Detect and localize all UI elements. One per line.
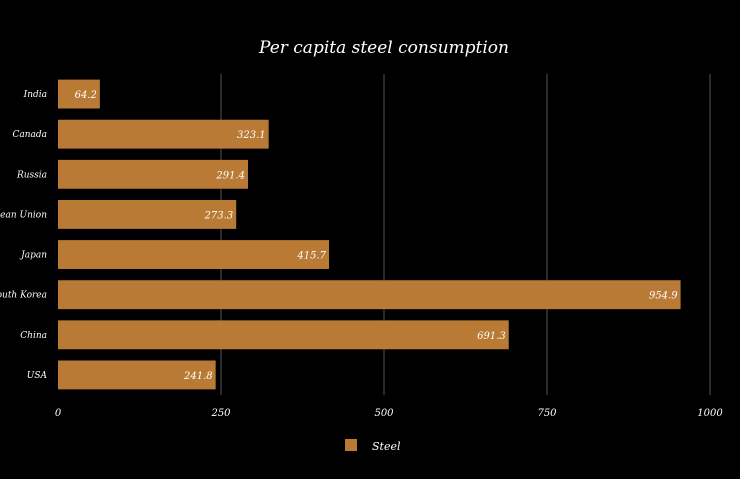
value-label-japan: 415.7 xyxy=(296,251,326,262)
category-label-russia: Russia xyxy=(16,170,47,180)
bar-japan xyxy=(58,240,330,270)
category-label-india: India xyxy=(23,90,47,100)
bar-european-union xyxy=(58,199,237,229)
x-tick-label-750: 750 xyxy=(537,408,557,419)
category-label-japan: Japan xyxy=(19,251,47,261)
value-label-south-korea: 954.9 xyxy=(649,291,678,302)
bar-canada xyxy=(58,119,269,149)
x-tick-labels: 0 250 500 750 1000 xyxy=(55,408,724,419)
value-label-india: 64.2 xyxy=(75,90,97,101)
x-tick-label-0: 0 xyxy=(55,408,62,419)
value-labels: 64.2 323.1 291.4 273.3 415.7 954.9 691.3 241.8 xyxy=(75,90,679,382)
x-tick-label-250: 250 xyxy=(210,408,231,419)
bars xyxy=(58,79,681,390)
legend-label-steel: Steel xyxy=(372,440,401,453)
category-label-china: China xyxy=(20,331,47,341)
legend-swatch-steel xyxy=(345,439,357,451)
bar-usa xyxy=(58,360,216,390)
value-label-european-union: 273.3 xyxy=(204,210,234,221)
bar-south-korea xyxy=(58,280,681,310)
x-tick-label-1000: 1000 xyxy=(697,408,723,419)
category-label-south-korea: South Korea xyxy=(0,291,47,301)
category-label-european-union: European Union xyxy=(0,210,47,220)
category-labels: India Canada Russia European Union Japan Sout… xyxy=(0,90,48,381)
legend: Steel xyxy=(345,439,401,453)
value-label-china: 691.3 xyxy=(477,331,506,342)
bar-india xyxy=(58,79,100,109)
category-label-canada: Canada xyxy=(12,130,47,140)
bar-china xyxy=(58,320,509,350)
value-label-canada: 323.1 xyxy=(237,130,266,141)
bar-russia xyxy=(58,159,248,189)
x-tick-label-500: 500 xyxy=(374,408,394,419)
value-label-usa: 241.8 xyxy=(183,371,213,382)
value-label-russia: 291.4 xyxy=(215,170,245,181)
chart-title: Per capita steel consumption xyxy=(258,38,509,58)
category-label-usa: USA xyxy=(27,371,48,381)
